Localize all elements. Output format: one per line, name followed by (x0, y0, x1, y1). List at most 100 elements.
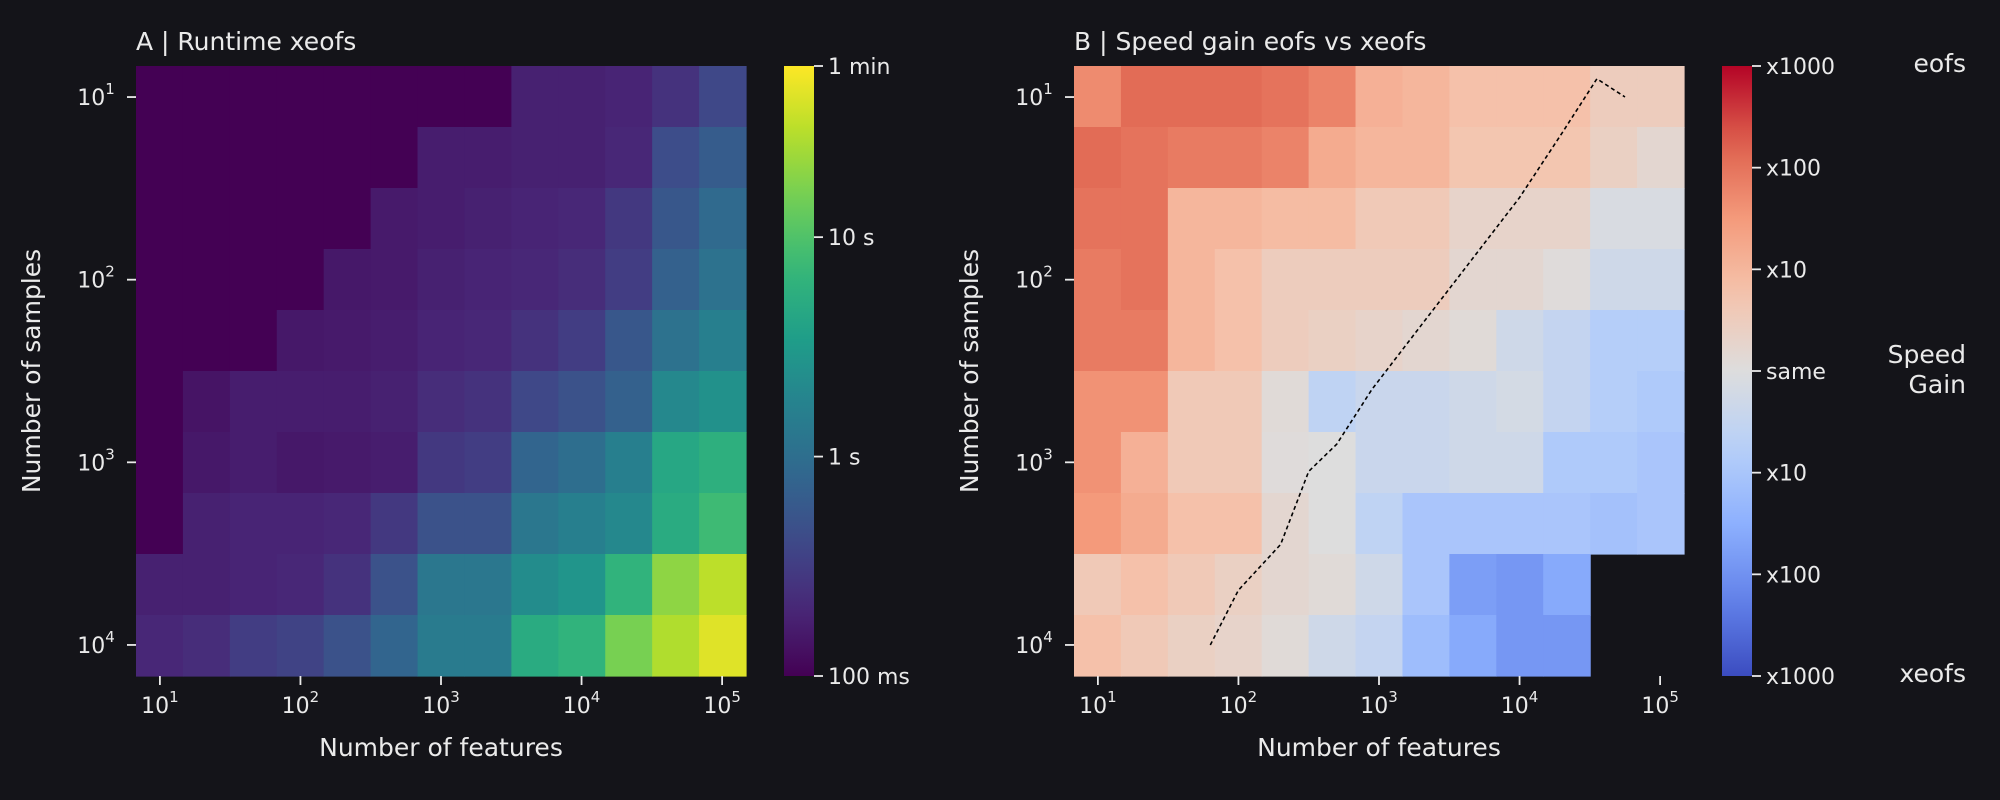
heatmap-cell (652, 615, 700, 677)
x-tick-label: 101 (141, 688, 179, 719)
heatmap-cell (417, 615, 466, 677)
heatmap-cell (1074, 127, 1122, 189)
heatmap-cell (1167, 127, 1216, 189)
y-tick-label: 104 (1015, 628, 1053, 659)
x-tick-label: 102 (1220, 688, 1258, 719)
heatmap-cell (323, 249, 372, 311)
panel-title: A | Runtime xeofs (136, 27, 356, 56)
heatmap-cell (558, 615, 606, 677)
heatmap-cell (1120, 493, 1169, 555)
colorbar-tick-label: x10 (1766, 258, 1807, 283)
heatmap-cell (652, 127, 700, 189)
heatmap-cell (1402, 310, 1450, 372)
heatmap-cell (1214, 249, 1263, 311)
heatmap-cell (136, 66, 184, 128)
y-tick-label: 103 (77, 445, 115, 476)
heatmap-cell (1167, 554, 1216, 616)
heatmap-cell (182, 249, 231, 311)
heatmap-cell (1543, 188, 1591, 250)
heatmap-cell (417, 127, 466, 189)
heatmap-cell (417, 432, 466, 494)
heatmap-cell (1308, 493, 1357, 555)
heatmap-cell (1120, 554, 1169, 616)
heatmap-cell (276, 554, 325, 616)
heatmap-cell (1308, 249, 1357, 311)
heatmap-cell (1120, 188, 1169, 250)
heatmap-cell (1496, 310, 1544, 372)
heatmap-cell (182, 188, 231, 250)
heatmap-cell (276, 188, 325, 250)
colorbar-label-speed-gain: Speed Gain (1888, 340, 1966, 399)
heatmap-cell (276, 127, 325, 189)
heatmap-cell (1449, 493, 1497, 555)
heatmap-cell (1543, 615, 1591, 677)
heatmap-cell (1402, 249, 1450, 311)
x-axis-label: Number of features (319, 733, 563, 762)
heatmap-cell (1308, 66, 1357, 128)
heatmap-cell (511, 66, 559, 128)
heatmap-cell (417, 310, 466, 372)
heatmap-cell (1449, 66, 1497, 128)
x-axis-label: Number of features (1257, 733, 1501, 762)
heatmap-cell (558, 249, 606, 311)
heatmap-cell (1308, 615, 1357, 677)
x-tick-label: 102 (282, 688, 320, 719)
heatmap-cell (323, 432, 372, 494)
heatmap-cell (1214, 66, 1263, 128)
heatmap-cell (1637, 310, 1685, 372)
heatmap-cell (1449, 615, 1497, 677)
heatmap-cell (417, 371, 466, 433)
heatmap-cell (276, 66, 325, 128)
heatmap-cell (1214, 371, 1263, 433)
heatmap-cell (699, 432, 747, 494)
heatmap-cell (1214, 615, 1263, 677)
heatmap-cell (1167, 371, 1216, 433)
heatmap-cell (370, 249, 419, 311)
heatmap-cell (1590, 127, 1638, 189)
heatmap-cell (182, 432, 231, 494)
y-tick-label: 101 (77, 80, 115, 111)
heatmap-cell (1214, 188, 1263, 250)
heatmap-cell (1355, 432, 1404, 494)
heatmap-cell (1074, 432, 1122, 494)
heatmap-cell (370, 554, 419, 616)
heatmap-cell (276, 615, 325, 677)
heatmap-cell (276, 249, 325, 311)
heatmap-cell (276, 310, 325, 372)
heatmap-cell (1261, 493, 1310, 555)
heatmap-cell (1308, 127, 1357, 189)
colorbar-label-eofs: eofs (1913, 49, 1966, 78)
heatmap-cell (1261, 554, 1310, 616)
colorbar-tick-label: x1000 (1766, 55, 1835, 80)
heatmap-cell (323, 127, 372, 189)
heatmap-cell (605, 615, 653, 677)
colorbar-tick-label: x10 (1766, 462, 1807, 487)
heatmap-cell (605, 371, 653, 433)
heatmap-cell (323, 310, 372, 372)
heatmap-cell (136, 127, 184, 189)
colorbar-tick-label: x100 (1766, 157, 1821, 182)
heatmap-cell (652, 432, 700, 494)
heatmap-cell (370, 66, 419, 128)
heatmap-cell (1543, 127, 1591, 189)
heatmap-cell (136, 432, 184, 494)
heatmap-cell (1261, 188, 1310, 250)
heatmap-cell (511, 615, 559, 677)
heatmap-cell (229, 371, 278, 433)
heatmap-cell (605, 66, 653, 128)
heatmap-cell (1543, 554, 1591, 616)
heatmap-cell (1167, 493, 1216, 555)
heatmap-cell (136, 554, 184, 616)
heatmap-cell (652, 554, 700, 616)
heatmap-cell (699, 554, 747, 616)
heatmap-cell (136, 310, 184, 372)
heatmap-cell (229, 554, 278, 616)
heatmap-cell (417, 66, 466, 128)
heatmap-cell (1496, 493, 1544, 555)
heatmap-cell (229, 127, 278, 189)
panel-b: B | Speed gain eofs vs xeofs 101 102 103 104… (955, 27, 1966, 762)
heatmap-cell (464, 310, 512, 372)
heatmap-cell (1074, 493, 1122, 555)
x-tick-label: 105 (703, 688, 741, 719)
